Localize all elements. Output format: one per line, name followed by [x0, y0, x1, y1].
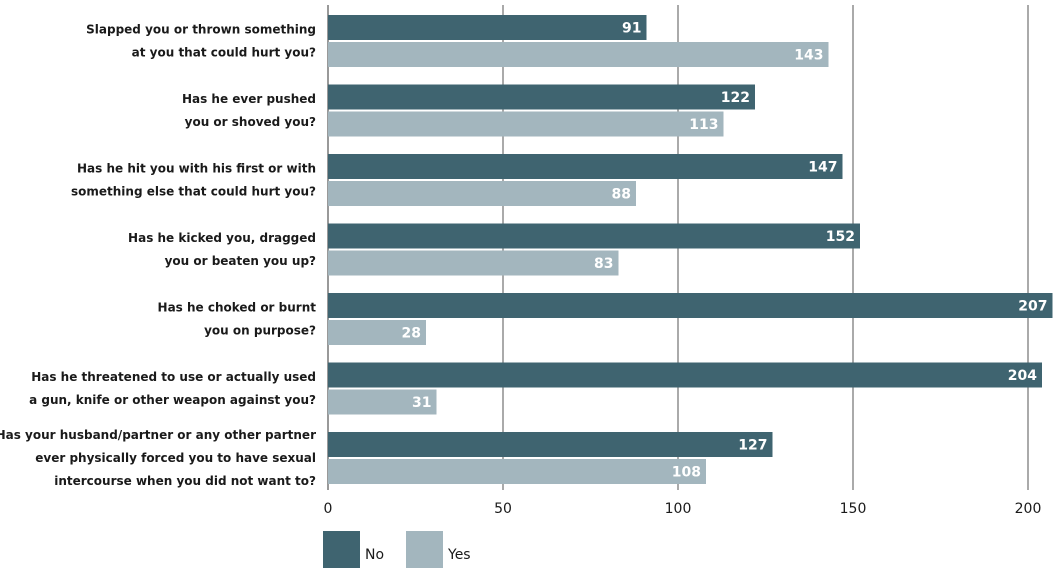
bar-no [328, 432, 773, 457]
bar-value-label: 204 [1008, 368, 1037, 384]
category-label: Has he ever pushed [182, 92, 316, 106]
category-label: Has he hit you with his first or with [77, 162, 316, 176]
category-label: at you that could hurt you? [132, 46, 316, 60]
bar-yes [328, 250, 619, 276]
category-label: Has he threatened to use or actually use… [31, 370, 316, 384]
bar-value-label: 143 [794, 48, 823, 64]
bar-yes [328, 181, 636, 206]
bar-yes [328, 111, 724, 137]
x-tick-label: 0 [324, 501, 333, 517]
bar-yes [328, 389, 437, 415]
x-tick-label: 50 [494, 501, 512, 517]
legend-swatch-yes [406, 531, 443, 568]
bar-value-label: 207 [1018, 299, 1047, 315]
x-tick-label: 150 [840, 501, 867, 517]
bar-value-label: 127 [738, 438, 767, 454]
bar-no [328, 154, 843, 179]
bar-no [328, 15, 647, 40]
bar-no [328, 293, 1053, 318]
category-label: Has he kicked you, dragged [128, 231, 316, 245]
bar-no [328, 84, 755, 110]
category-label: Has your husband/partner or any other pa… [0, 428, 316, 442]
bar-yes [328, 42, 829, 67]
x-tick-label: 200 [1015, 501, 1042, 517]
bar-value-label: 88 [612, 187, 631, 203]
bar-value-label: 147 [808, 160, 837, 176]
category-label: you or beaten you up? [165, 254, 316, 268]
category-label: a gun, knife or other weapon against you… [29, 393, 316, 407]
legend-label-yes: Yes [447, 547, 471, 563]
category-label: you on purpose? [204, 324, 316, 338]
category-label: intercourse when you did not want to? [54, 474, 316, 488]
category-label: something else that could hurt you? [71, 185, 316, 199]
legend-swatch-no [323, 531, 360, 568]
category-label: Slapped you or thrown something [86, 23, 316, 37]
bar-value-label: 152 [826, 229, 855, 245]
legend-label-no: No [365, 547, 384, 563]
legend: No Yes [323, 531, 471, 568]
category-label: Has he choked or burnt [158, 301, 317, 315]
bar-yes [328, 320, 426, 345]
bar-no [328, 223, 860, 249]
bar-value-label: 91 [622, 21, 641, 37]
category-label: you or shoved you? [185, 115, 316, 129]
bar-value-label: 122 [721, 90, 750, 106]
category-label: ever physically forced you to have sexua… [35, 451, 316, 465]
bar-value-label: 83 [594, 256, 613, 272]
bar-value-label: 31 [412, 395, 431, 411]
category-labels: Slapped you or thrown something at you th… [0, 23, 316, 489]
x-axis-ticks: 0 50 100 150 200 [324, 501, 1042, 517]
bar-no [328, 362, 1042, 388]
x-tick-label: 100 [665, 501, 692, 517]
bar-value-label: 113 [689, 117, 718, 133]
bar-yes [328, 459, 706, 484]
bar-value-label: 28 [402, 326, 421, 342]
bar-value-label: 108 [672, 465, 701, 481]
